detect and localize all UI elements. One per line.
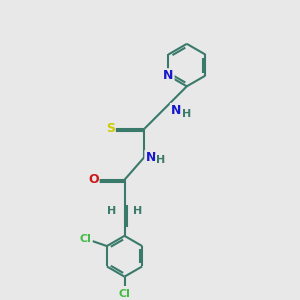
- Text: H: H: [182, 109, 191, 119]
- Text: Cl: Cl: [118, 289, 130, 298]
- Text: Cl: Cl: [80, 234, 92, 244]
- Text: S: S: [106, 122, 115, 135]
- Text: N: N: [146, 151, 156, 164]
- Text: N: N: [163, 69, 174, 82]
- Text: N: N: [171, 104, 181, 117]
- Text: H: H: [156, 155, 165, 165]
- Text: O: O: [88, 173, 99, 186]
- Text: H: H: [134, 206, 143, 216]
- Text: H: H: [107, 206, 116, 216]
